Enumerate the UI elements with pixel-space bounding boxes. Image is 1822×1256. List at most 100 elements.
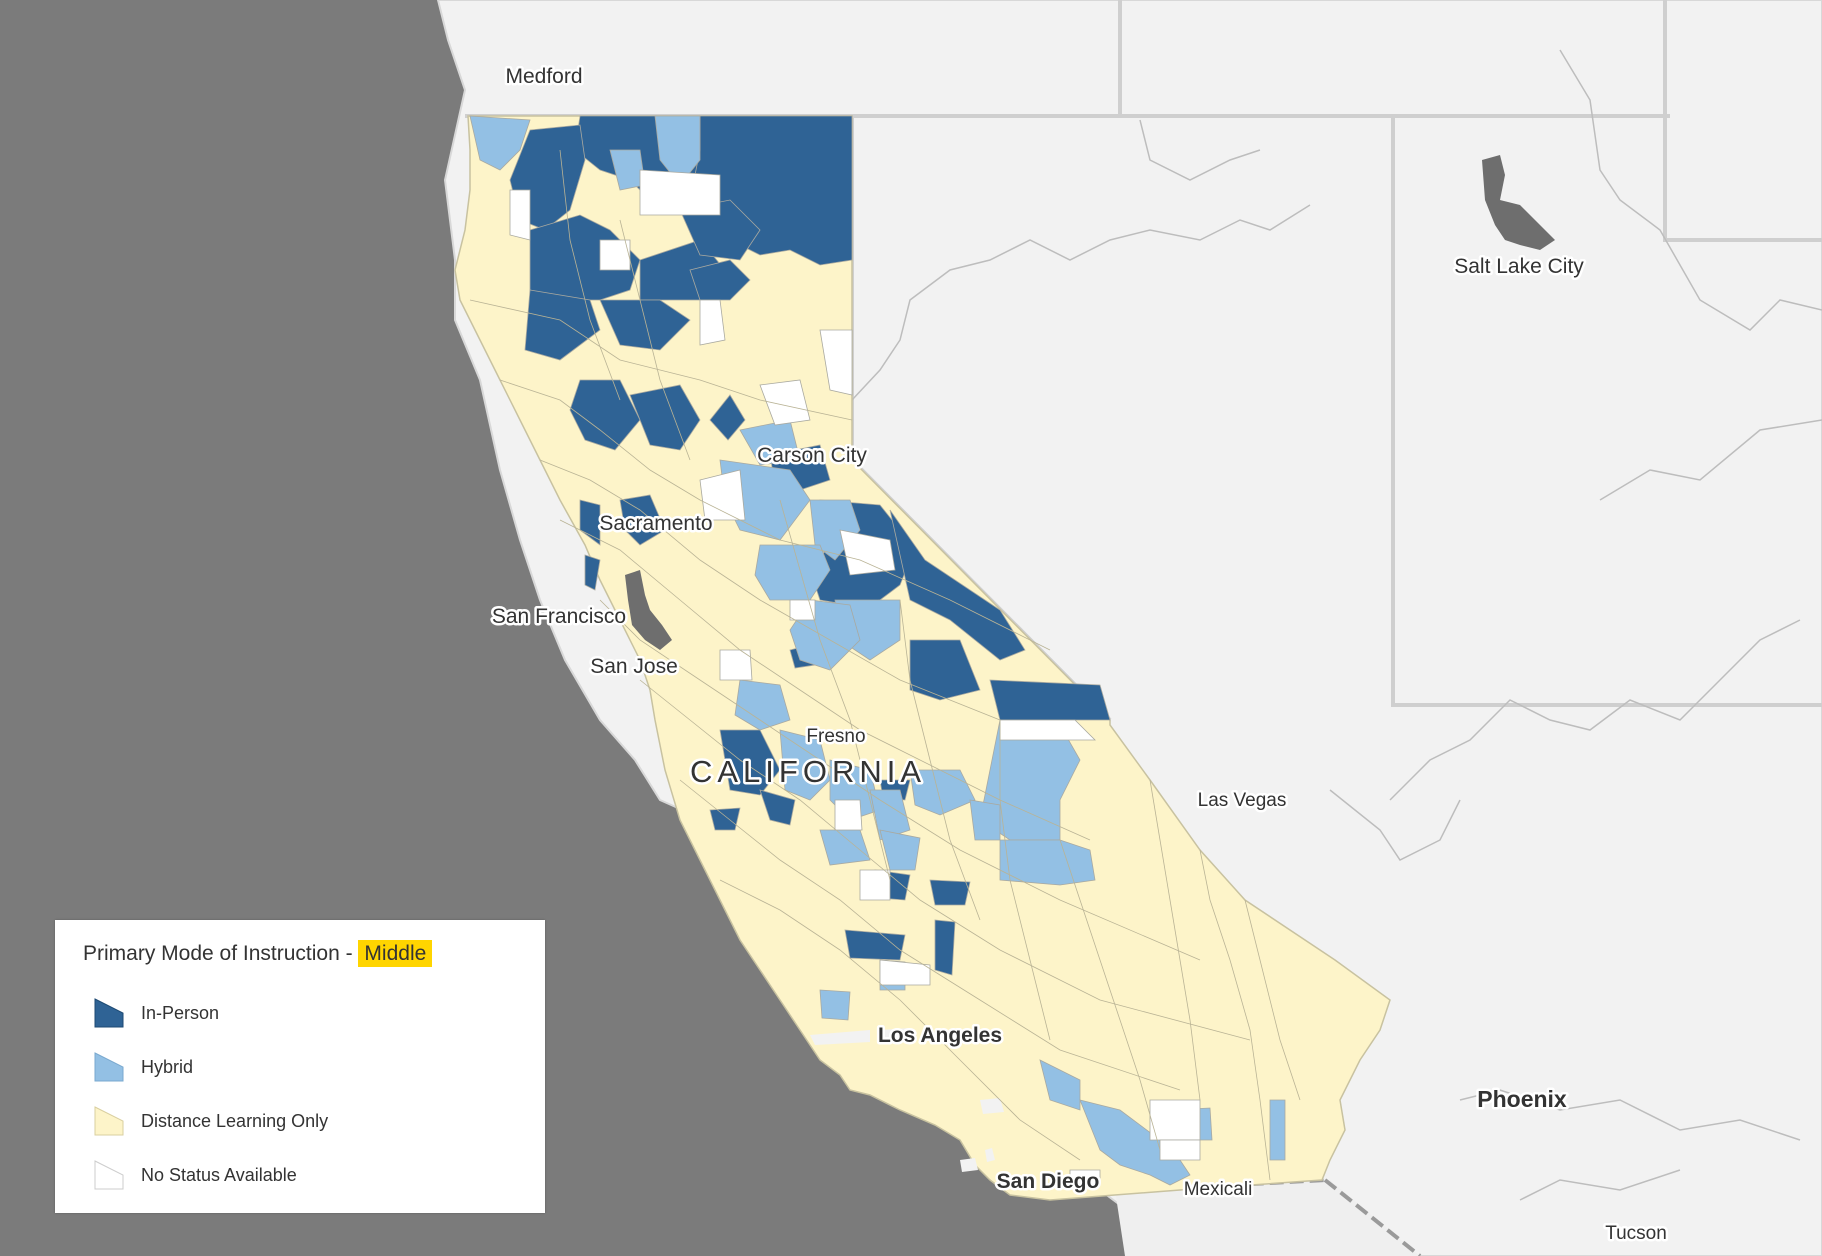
district-polygon[interactable]	[929, 879, 971, 906]
district-polygon[interactable]	[879, 829, 921, 871]
district-polygon[interactable]	[789, 599, 816, 621]
district-boundary-line	[619, 219, 691, 461]
district-polygon[interactable]	[879, 959, 931, 986]
district-polygon[interactable]	[759, 379, 811, 426]
district-polygon[interactable]	[934, 919, 956, 976]
legend-item-hybrid: Hybrid	[83, 1040, 517, 1094]
in-person-swatch-icon	[94, 998, 124, 1028]
district-polygon[interactable]	[689, 259, 751, 301]
district-boundary-line	[1059, 839, 1161, 1151]
legend-title-prefix: Primary Mode of Instruction -	[83, 942, 359, 965]
city-label-fresno: Fresno	[806, 726, 865, 747]
district-polygon[interactable]	[859, 869, 891, 901]
legend-title-highlight[interactable]: Middle	[358, 940, 433, 967]
district-polygon[interactable]	[699, 469, 746, 521]
city-label-tucson: Tucson	[1605, 1223, 1667, 1244]
district-polygon[interactable]	[969, 799, 1001, 841]
salt-lake-metro	[1482, 155, 1555, 250]
legend-item-distance-learning: Distance Learning Only	[83, 1094, 517, 1148]
district-polygon[interactable]	[524, 289, 601, 361]
district-boundary-line	[899, 599, 981, 921]
district-boundary-line	[679, 779, 1181, 1091]
district-polygon[interactable]	[709, 394, 746, 441]
district-boundary-line	[1149, 779, 1201, 1101]
city-label-carson-city: Carson City	[757, 444, 867, 467]
legend-item-in-person: In-Person	[83, 986, 517, 1040]
district-boundary-line	[1199, 849, 1271, 1181]
district-polygon[interactable]	[654, 115, 701, 186]
district-boundary-line	[999, 720, 1051, 1041]
district-polygon[interactable]	[759, 789, 796, 826]
city-label-medford: Medford	[505, 65, 582, 88]
district-polygon[interactable]	[1079, 1099, 1191, 1186]
city-labels: Medford Salt Lake City Carson City Sacra…	[489, 63, 1669, 1247]
legend-label-no-status: No Status Available	[141, 1164, 297, 1185]
state-label-california: CALIFORNIA	[690, 754, 926, 789]
district-boundary-line	[499, 379, 1051, 651]
district-polygon[interactable]	[819, 329, 853, 396]
legend-label-in-person: In-Person	[141, 1002, 220, 1023]
district-polygon[interactable]	[599, 239, 631, 271]
city-label-salt-lake-city: Salt Lake City	[1454, 255, 1584, 278]
district-boundaries	[469, 149, 1301, 1181]
district-polygon[interactable]	[569, 379, 641, 451]
district-polygon[interactable]	[1269, 1099, 1286, 1161]
district-polygon[interactable]	[719, 729, 781, 796]
legend-panel: Primary Mode of Instruction - Middle In-…	[55, 920, 545, 1213]
district-boundary-line	[779, 499, 891, 881]
legend-label-distance-learning: Distance Learning Only	[141, 1110, 329, 1131]
district-boundary-line	[719, 879, 1081, 1161]
hybrid-swatch-icon	[94, 1052, 124, 1082]
district-polygon[interactable]	[699, 299, 726, 346]
district-polygon[interactable]	[1039, 1059, 1081, 1111]
no-status-swatch-icon	[94, 1160, 124, 1190]
district-boundary-line	[539, 459, 1001, 721]
district-polygon[interactable]	[734, 679, 791, 731]
city-label-sacramento: Sacramento	[599, 512, 712, 535]
district-polygon[interactable]	[869, 789, 911, 841]
district-polygon[interactable]	[844, 929, 906, 961]
district-polygon[interactable]	[579, 499, 601, 546]
channel-islands	[810, 1028, 1004, 1172]
school-districts[interactable]	[469, 115, 1286, 1186]
city-label-las-vegas: Las Vegas	[1198, 790, 1287, 811]
district-boundary-line	[469, 299, 853, 421]
rivers	[851, 49, 1822, 1201]
legend-title: Primary Mode of Instruction - Middle	[83, 940, 517, 967]
district-polygon[interactable]	[909, 639, 981, 701]
district-polygon[interactable]	[834, 799, 863, 831]
district-polygon[interactable]	[819, 989, 851, 1021]
district-boundary-line	[559, 519, 1091, 841]
district-boundary-line	[559, 149, 621, 401]
district-polygon[interactable]	[1069, 1169, 1101, 1186]
district-polygon[interactable]	[599, 299, 691, 351]
district-polygon[interactable]	[779, 729, 831, 801]
city-label-san-diego: San Diego	[997, 1170, 1100, 1193]
district-polygon[interactable]	[999, 839, 1096, 886]
district-polygon[interactable]	[619, 494, 666, 546]
district-polygon[interactable]	[1149, 1099, 1201, 1141]
district-polygon[interactable]	[709, 807, 741, 831]
city-label-phoenix: Phoenix	[1477, 1086, 1567, 1112]
district-polygon[interactable]	[839, 529, 896, 576]
district-polygon[interactable]	[469, 115, 531, 171]
district-polygon[interactable]	[889, 509, 1026, 661]
district-polygon[interactable]	[989, 679, 1111, 721]
district-boundary-line	[1244, 899, 1301, 1101]
district-boundary-line	[599, 599, 1201, 961]
district-polygon[interactable]	[739, 419, 801, 466]
mexico-land	[1115, 1180, 1420, 1256]
district-polygon[interactable]	[584, 554, 601, 591]
distance-learning-swatch-icon	[94, 1106, 124, 1136]
district-polygon[interactable]	[629, 384, 701, 451]
city-label-san-francisco: San Francisco	[492, 605, 626, 628]
city-label-mexicali: Mexicali	[1184, 1179, 1253, 1200]
legend-label-hybrid: Hybrid	[141, 1056, 194, 1077]
district-polygon[interactable]	[909, 769, 976, 816]
district-polygon[interactable]	[1159, 1139, 1201, 1161]
district-polygon[interactable]	[639, 169, 721, 216]
district-polygon[interactable]	[509, 189, 531, 241]
city-label-los-angeles: Los Angeles	[878, 1024, 1002, 1047]
city-label-san-jose: San Jose	[590, 655, 678, 678]
